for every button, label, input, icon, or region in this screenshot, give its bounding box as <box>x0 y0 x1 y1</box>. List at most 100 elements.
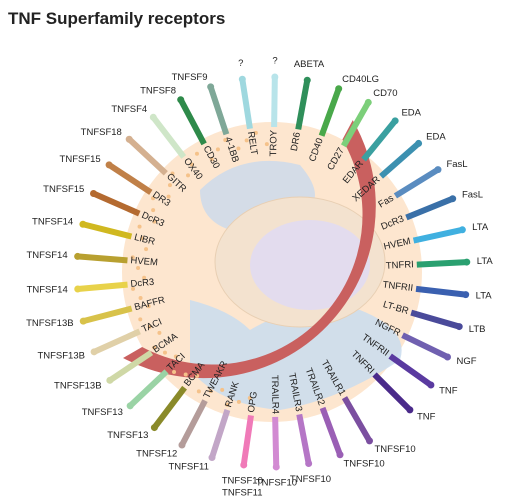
ligand-label: ABETA <box>294 59 325 70</box>
ligand-dot <box>455 323 463 331</box>
vesicle <box>131 286 136 291</box>
cytoplasm <box>190 300 402 410</box>
receptor-label: HVEM <box>130 255 158 268</box>
ligand-dot <box>74 285 82 293</box>
receptor-stalk <box>318 87 342 137</box>
receptor-stalk <box>340 100 371 148</box>
vesicle <box>152 219 157 224</box>
vesicle <box>236 146 241 151</box>
receptor: RELT? <box>238 58 259 156</box>
receptor: TROY? <box>268 56 279 157</box>
ligand-label: TNFSF10 <box>256 477 297 488</box>
receptor-stalk <box>209 409 231 459</box>
ligand-dot <box>305 460 313 468</box>
receptor-stalk <box>77 253 128 264</box>
ligand-dot <box>149 113 157 121</box>
vesicle <box>166 194 171 199</box>
vesicle <box>144 247 149 252</box>
ligand-label: TNFSF13 <box>107 430 148 441</box>
receptor-stalk <box>296 413 312 465</box>
receptor-label: DcR3 <box>130 277 155 290</box>
ligand-label: TNF <box>439 385 458 396</box>
ligand-label: TNFSF11 <box>168 462 208 473</box>
receptor-stalk <box>401 332 449 360</box>
ligand-label: TNFSF10 <box>344 459 385 470</box>
vesicle <box>244 138 249 143</box>
vesicle <box>147 324 152 329</box>
vesicle <box>194 151 199 156</box>
vesicle <box>170 171 175 176</box>
ligand-dot <box>463 258 471 266</box>
vesicle <box>162 350 167 355</box>
ligand-label: TNFSF8 <box>140 85 176 96</box>
ligand-dot <box>177 96 185 104</box>
ligand-dot <box>406 406 414 414</box>
ligand-dot <box>178 441 186 449</box>
ligand-label: TNF <box>417 411 436 422</box>
ligand-label: FasL <box>446 159 467 170</box>
ligand-label: LTA <box>477 256 494 267</box>
ligand-dot <box>208 454 216 462</box>
receptor-stalk <box>150 115 187 159</box>
receptor-stalk <box>240 415 254 466</box>
receptor-stalk <box>178 98 207 146</box>
ligand-label: TNFSF4 <box>111 104 147 115</box>
vesicle <box>247 396 252 401</box>
vesicle <box>220 387 225 392</box>
receptor-stalk <box>272 416 280 468</box>
receptor-stalk <box>319 406 343 456</box>
vesicle <box>186 173 191 178</box>
ligand-dot <box>105 161 113 169</box>
receptor-stalk <box>127 137 168 176</box>
vesicle <box>196 389 201 394</box>
ligand-dot <box>303 76 311 84</box>
vesicle <box>173 354 178 359</box>
receptor-stalk <box>393 167 440 199</box>
receptor-label: DR6 <box>289 131 303 152</box>
vesicle <box>152 345 157 350</box>
ligand-dot <box>449 195 457 203</box>
receptor-stalk <box>239 78 253 130</box>
vesicle <box>130 255 135 260</box>
vesicle <box>146 304 151 309</box>
receptor-label: TRAILR4 <box>269 375 281 414</box>
vesicle <box>151 208 156 213</box>
ligand-dot <box>106 376 114 384</box>
ligand-label: TNFSF11 <box>222 487 262 496</box>
receptor-stalk <box>379 141 421 179</box>
receptor-stalk <box>415 285 467 298</box>
receptor-stalk <box>207 85 230 136</box>
ligand-label: TNFSF18 <box>81 127 122 138</box>
vesicle <box>236 399 241 404</box>
ligand-label: ? <box>238 58 243 69</box>
ligand-label: CD70 <box>373 88 397 99</box>
title: TNF Superfamily receptors <box>8 9 225 28</box>
ligand-dot <box>434 166 442 174</box>
ligand-label: TNFSF12 <box>136 448 177 459</box>
receptor-stalk <box>405 195 454 221</box>
ligand-dot <box>90 348 98 356</box>
vesicle <box>208 389 213 394</box>
vesicle <box>136 266 141 271</box>
ligand-label: ? <box>272 56 277 67</box>
ligand-dot <box>462 291 470 299</box>
ligand-dot <box>427 381 435 389</box>
receptor: TNFRI LTA <box>386 256 494 272</box>
receptor-stalk <box>179 399 208 447</box>
receptor-label: TNFRI <box>386 259 414 271</box>
receptor-label: OPG <box>246 391 260 413</box>
receptor: TRAILR4 TNFSF10 <box>256 375 297 489</box>
ligand-dot <box>126 402 134 410</box>
ligand-label: TNFSF10 <box>222 475 263 486</box>
receptor-stalk <box>295 79 311 130</box>
receptor-stalk <box>82 221 133 240</box>
ligand-dot <box>150 424 158 432</box>
ligand-dot <box>366 437 373 445</box>
ligand-label: TNFSF13B <box>37 350 85 361</box>
ligand-label: FasL <box>462 189 483 200</box>
receptor-stalk <box>410 309 461 330</box>
ligand-dot <box>444 353 452 361</box>
receptor-stalk <box>372 372 413 413</box>
